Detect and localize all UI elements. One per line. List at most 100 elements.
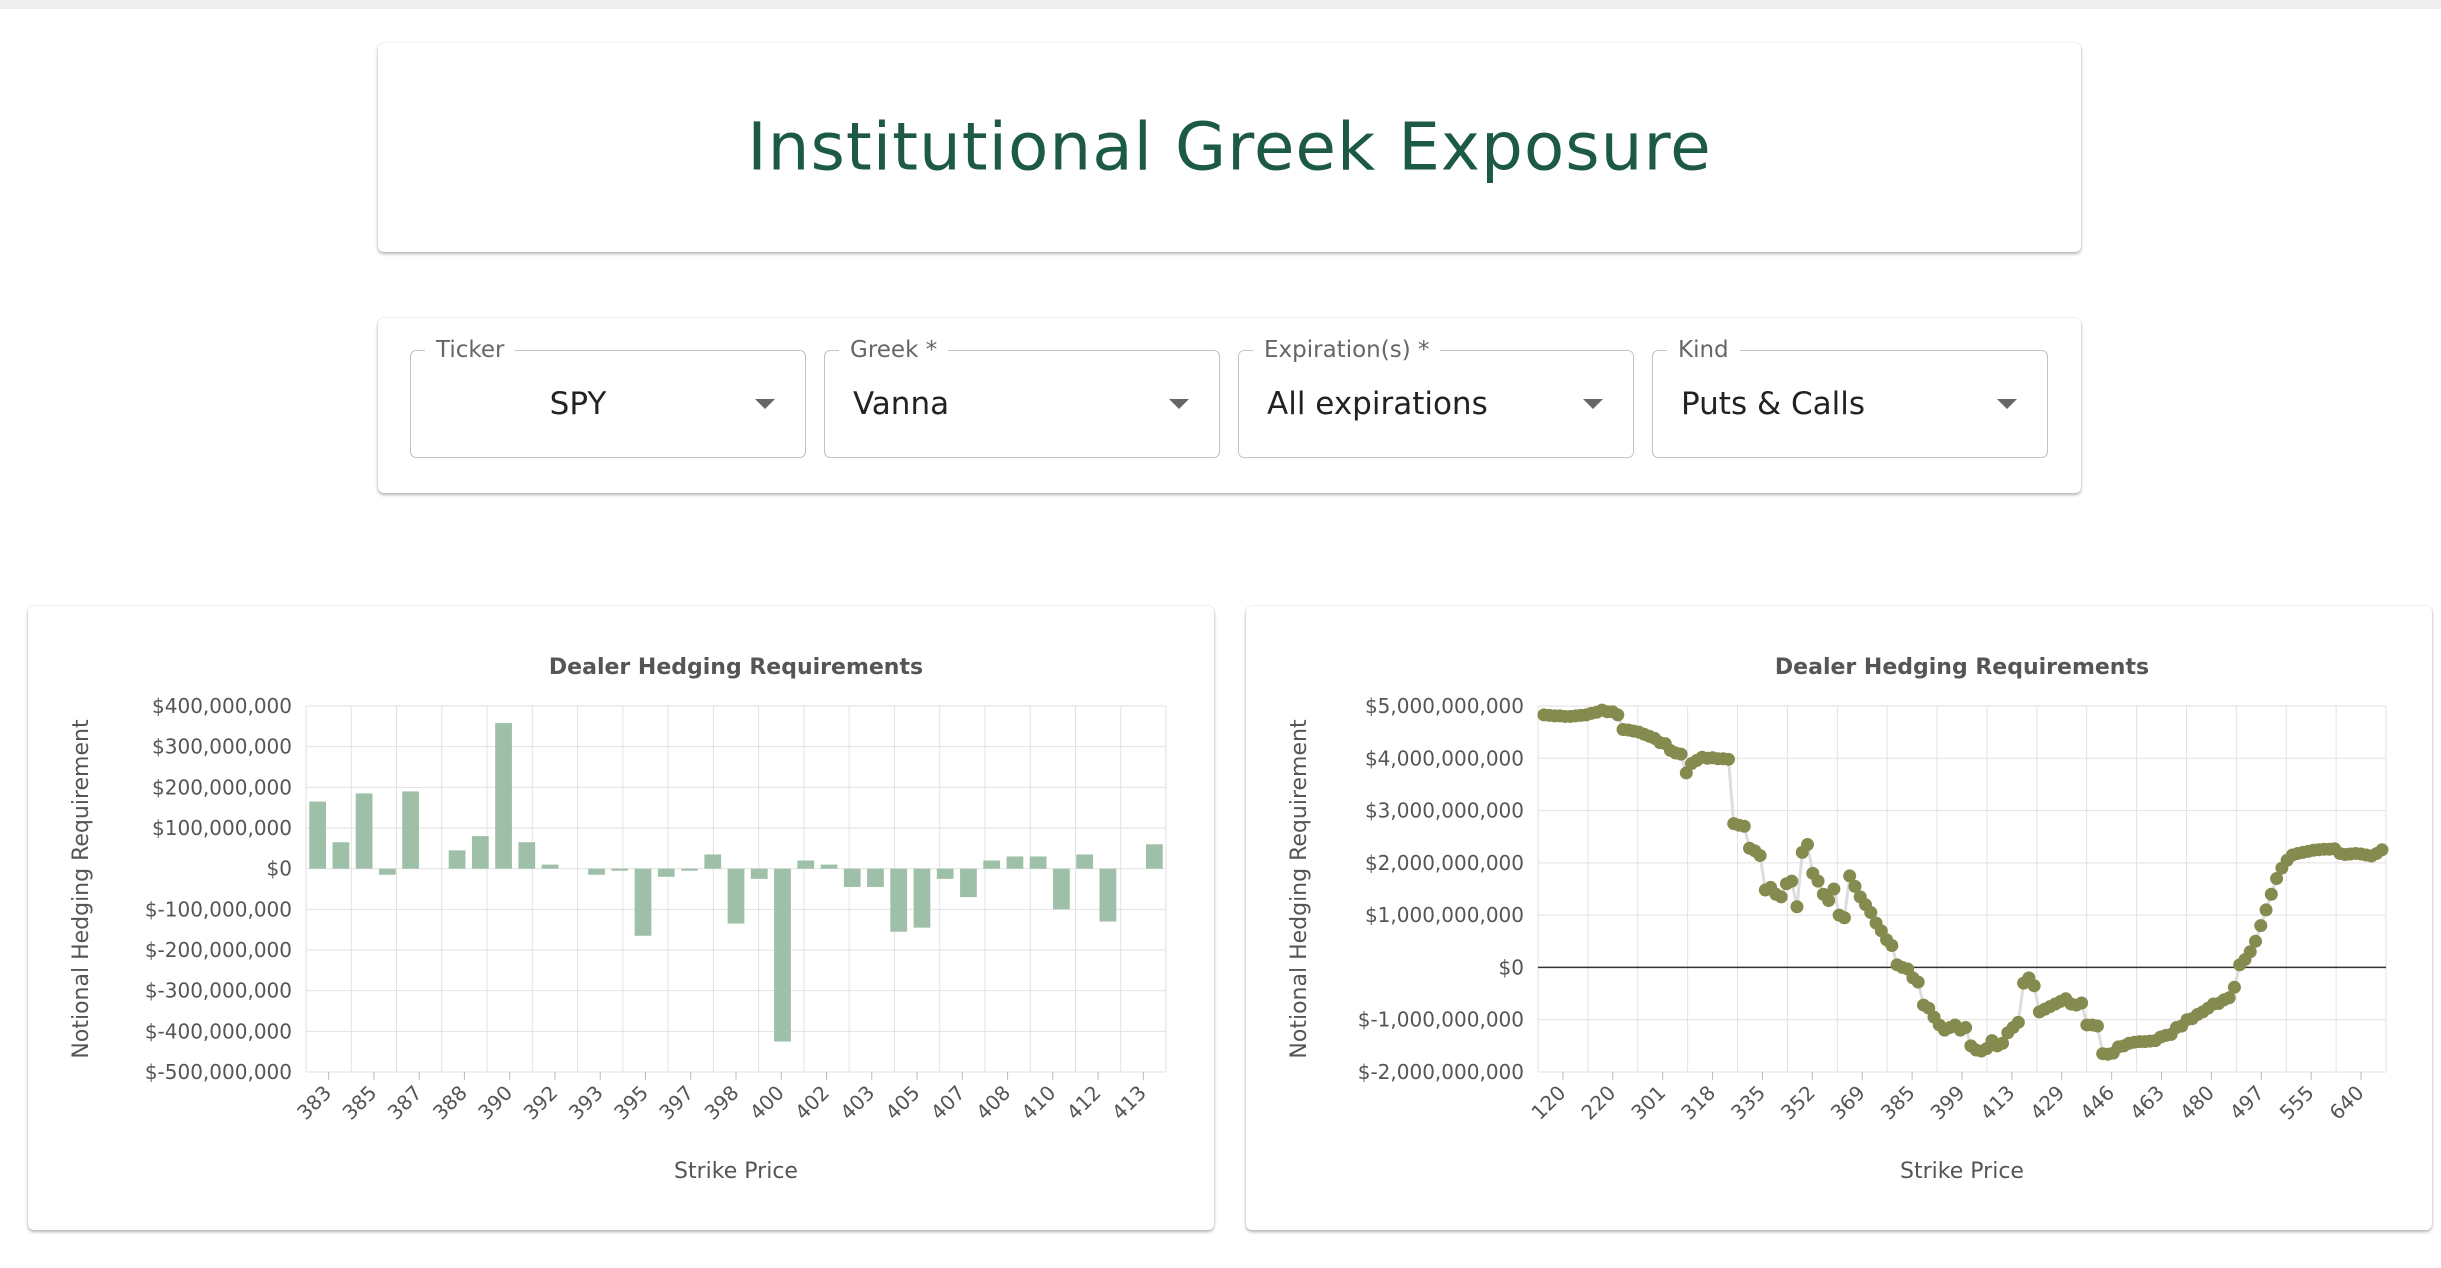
x-tick-label: 413	[1975, 1081, 2019, 1125]
bar	[843, 868, 861, 887]
scatter-chart-card: Dealer Hedging Requirements $5,000,000,00…	[1246, 606, 2432, 1230]
x-tick-label: 480	[2175, 1081, 2219, 1125]
y-tick-label: $-200,000,000	[145, 938, 292, 962]
data-point	[1827, 882, 1841, 896]
chevron-down-icon[interactable]	[1583, 399, 1603, 409]
x-tick-label: 463	[2125, 1081, 2169, 1125]
x-tick-label: 385	[337, 1081, 381, 1125]
bar	[936, 868, 954, 879]
data-point	[1721, 752, 1735, 766]
x-tick-label: 405	[881, 1081, 925, 1125]
x-tick-label: 393	[564, 1081, 608, 1125]
x-tick-label: 335	[1726, 1081, 1770, 1125]
data-point	[1996, 1036, 2010, 1050]
y-tick-label: $-300,000,000	[145, 979, 292, 1003]
title-card: Institutional Greek Exposure	[378, 43, 2081, 252]
x-tick-label: 400	[745, 1081, 789, 1125]
bar	[1099, 868, 1117, 922]
data-point	[1811, 874, 1825, 888]
bar	[774, 868, 791, 1042]
greek-value: Vanna	[853, 386, 950, 422]
data-point	[1864, 906, 1878, 920]
kind-select[interactable]: Kind Puts & Calls	[1652, 337, 2048, 458]
bar	[332, 842, 350, 869]
chart-title: Dealer Hedging Requirements	[549, 655, 923, 680]
y-tick-label: $5,000,000,000	[1365, 694, 1524, 718]
bar	[471, 836, 489, 869]
x-tick-label: 555	[2275, 1081, 2319, 1125]
bar	[634, 868, 652, 936]
x-tick-label: 640	[2325, 1081, 2369, 1125]
data-point	[2264, 887, 2278, 901]
x-tick-label: 398	[700, 1081, 744, 1125]
data-point	[1801, 838, 1815, 852]
data-point	[2011, 1015, 2025, 1029]
kind-label: Kind	[1667, 337, 1740, 363]
data-point	[1837, 911, 1851, 925]
bar	[588, 868, 605, 875]
x-tick-label: 413	[1107, 1081, 1151, 1125]
y-tick-label: $0	[1499, 955, 1524, 979]
y-tick-label: $100,000,000	[152, 816, 292, 840]
data-point	[1737, 819, 1751, 833]
y-tick-label: $-100,000,000	[145, 897, 292, 921]
bar	[1076, 854, 1094, 869]
bar	[657, 868, 675, 877]
bar	[750, 868, 768, 879]
y-tick-label: $-2,000,000,000	[1358, 1060, 1524, 1084]
controls-card: Ticker SPY Greek * Vanna Expiration(s) *…	[378, 318, 2081, 493]
x-tick-label: 385	[1876, 1081, 1920, 1125]
bar	[704, 854, 722, 869]
data-point	[2227, 980, 2241, 994]
ticker-select[interactable]: Ticker SPY	[410, 337, 806, 458]
bar	[820, 864, 838, 869]
expiration-select[interactable]: Expiration(s) * All expirations	[1238, 337, 1634, 458]
bar	[983, 860, 1001, 869]
x-tick-label: 352	[1776, 1081, 1820, 1125]
bar	[378, 868, 396, 875]
bar	[797, 860, 815, 869]
y-tick-label: $2,000,000,000	[1365, 851, 1524, 875]
x-tick-label: 388	[428, 1081, 472, 1125]
x-tick-label: 220	[1576, 1081, 1620, 1125]
ticker-label: Ticker	[425, 337, 516, 363]
x-tick-label: 408	[971, 1081, 1015, 1125]
data-point	[2375, 843, 2389, 857]
bar	[448, 850, 466, 869]
series-line	[1543, 708, 2383, 1056]
data-point	[1790, 900, 1804, 914]
x-tick-label: 497	[2225, 1081, 2269, 1125]
data-point	[2027, 979, 2041, 993]
y-tick-label: $300,000,000	[152, 735, 292, 759]
x-tick-label: 402	[790, 1081, 834, 1125]
x-tick-label: 390	[473, 1081, 517, 1125]
bar	[402, 791, 419, 869]
greek-label: Greek *	[839, 337, 949, 363]
page-title: Institutional Greek Exposure	[747, 108, 1712, 186]
y-tick-label: $-400,000,000	[145, 1019, 292, 1043]
data-point	[1774, 890, 1788, 904]
bar	[611, 868, 629, 871]
chevron-down-icon[interactable]	[755, 399, 775, 409]
y-tick-label: $3,000,000,000	[1365, 799, 1524, 823]
chart-title: Dealer Hedging Requirements	[1775, 655, 2149, 680]
y-tick-label: $200,000,000	[152, 775, 292, 799]
bar	[541, 864, 559, 869]
chevron-down-icon[interactable]	[1997, 399, 2017, 409]
data-point	[1674, 747, 1688, 761]
y-tick-label: $-1,000,000,000	[1358, 1008, 1524, 1032]
expiration-value: All expirations	[1267, 386, 1488, 422]
bar	[960, 868, 977, 898]
bar	[1006, 856, 1024, 869]
greek-select[interactable]: Greek * Vanna	[824, 337, 1220, 458]
kind-value: Puts & Calls	[1681, 386, 1866, 422]
x-tick-label: 403	[835, 1081, 879, 1125]
y-tick-label: $1,000,000,000	[1365, 903, 1524, 927]
x-tick-label: 318	[1676, 1081, 1720, 1125]
x-axis-label: Strike Price	[1900, 1159, 2024, 1184]
bar	[355, 793, 373, 869]
bar	[1146, 844, 1163, 869]
data-point	[1611, 708, 1625, 722]
chevron-down-icon[interactable]	[1169, 399, 1189, 409]
y-axis-label: Notional Hedging Requirement	[1287, 719, 1312, 1059]
